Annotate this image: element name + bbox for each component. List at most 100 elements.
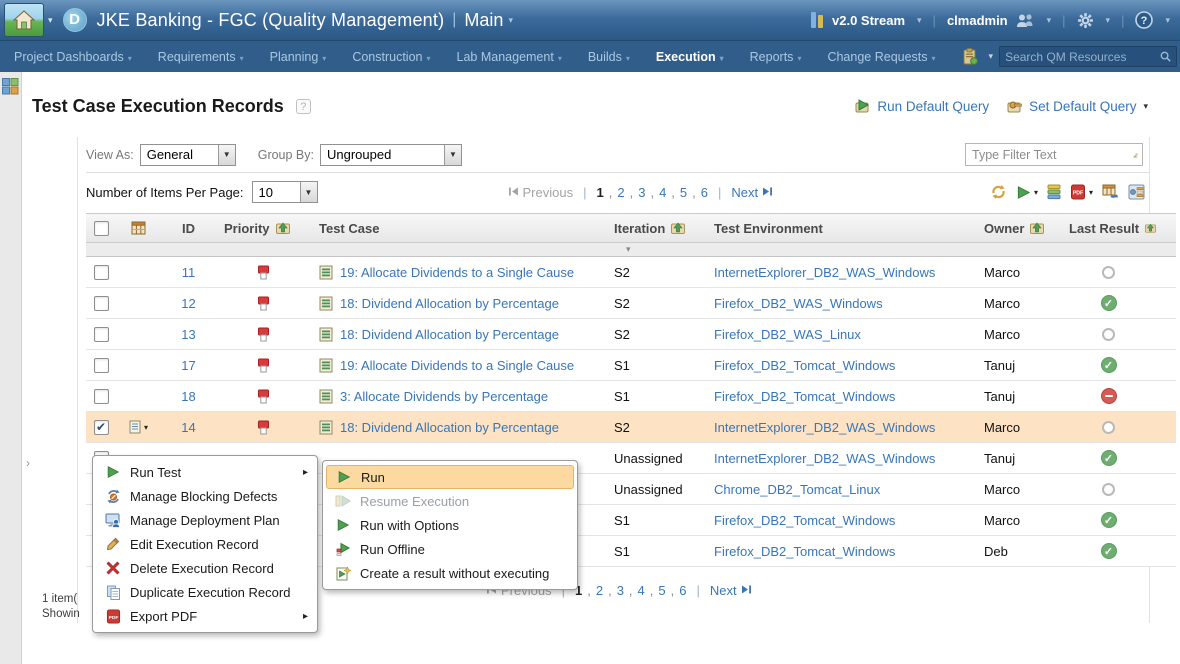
header-test-case[interactable]: Test Case — [319, 220, 380, 236]
last-page-icon[interactable] — [741, 583, 752, 598]
page-number-6[interactable]: 6 — [679, 583, 687, 598]
row-checkbox[interactable]: ✔ — [93, 419, 109, 435]
stream-caret-icon[interactable]: ▾ — [917, 14, 922, 25]
test-case-link[interactable]: 18: Dividend Allocation by Percentage — [340, 419, 559, 435]
nav-item-project-dashboards[interactable]: Project Dashboards ▾ — [14, 49, 132, 64]
filter-input[interactable] — [972, 147, 1133, 162]
clear-filter-icon[interactable] — [1133, 148, 1138, 162]
record-id-link[interactable]: 12 — [181, 295, 196, 311]
test-environment-link[interactable]: Chrome_DB2_Tomcat_Linux — [714, 481, 881, 497]
row-checkbox[interactable] — [93, 264, 109, 280]
menu-item-edit-execution-record[interactable]: Edit Execution Record — [96, 532, 314, 556]
menu-item-duplicate-execution-record[interactable]: Duplicate Execution Record — [96, 580, 314, 604]
nav-item-reports[interactable]: Reports ▾ — [749, 49, 802, 64]
clipboard-icon[interactable] — [962, 48, 978, 65]
nav-item-execution[interactable]: Execution ▾ — [655, 49, 724, 64]
last-result-passed-icon[interactable]: ✓ — [1100, 295, 1117, 311]
test-case-link[interactable]: 18: Dividend Allocation by Percentage — [340, 326, 559, 342]
next-page-button[interactable]: Next — [709, 583, 737, 598]
menu-item-export-pdf[interactable]: PDF Export PDF ▸ — [96, 604, 314, 628]
nav-item-construction[interactable]: Construction ▾ — [352, 49, 431, 64]
row-checkbox[interactable] — [93, 357, 109, 373]
row-checkbox[interactable] — [93, 388, 109, 404]
users-caret-icon[interactable]: ▾ — [1046, 14, 1052, 25]
test-environment-link[interactable]: Firefox_DB2_Tomcat_Windows — [714, 543, 896, 559]
test-case-link[interactable]: 19: Allocate Dividends to a Single Cause — [340, 357, 575, 373]
last-result-none-icon[interactable] — [1102, 265, 1115, 279]
refresh-icon[interactable] — [990, 184, 1007, 200]
help-icon[interactable]: ? — [1135, 11, 1154, 29]
header-last-result[interactable]: Last Result — [1061, 221, 1156, 236]
user-menu[interactable]: clmadmin — [946, 12, 1008, 28]
table-row[interactable]: 11 19: Allocate Dividends to a Single Cau… — [86, 257, 1176, 288]
table-row[interactable]: 18 3: Allocate Dividends by Percentage S1 F… — [86, 381, 1176, 412]
export-table-icon[interactable] — [1102, 184, 1119, 200]
table-filter-row[interactable]: ▾ — [86, 243, 1176, 257]
page-number-6[interactable]: 6 — [700, 184, 709, 200]
last-result-passed-icon[interactable]: ✓ — [1100, 543, 1117, 559]
header-owner[interactable]: Owner — [976, 221, 1061, 236]
previous-page-button[interactable]: Previous — [522, 184, 574, 200]
test-case-link[interactable]: 18: Dividend Allocation by Percentage — [340, 295, 559, 311]
page-number-4[interactable]: 4 — [637, 583, 645, 598]
record-id-link[interactable]: 17 — [181, 357, 196, 373]
view-as-select[interactable]: General ▼ — [139, 143, 236, 166]
last-result-passed-icon[interactable]: ✓ — [1100, 450, 1117, 466]
list-view-icon[interactable] — [1047, 184, 1061, 200]
test-case-link[interactable]: 3: Allocate Dividends by Percentage — [340, 388, 549, 404]
users-icon[interactable] — [1015, 13, 1035, 28]
test-case-link[interactable]: 19: Allocate Dividends to a Single Cause — [340, 264, 575, 280]
stream-selector[interactable]: v2.0 Stream — [832, 12, 906, 28]
page-number-2[interactable]: 2 — [617, 184, 625, 200]
sort-icon[interactable] — [1145, 222, 1156, 234]
select-all-checkbox[interactable] — [93, 220, 109, 236]
last-result-none-icon[interactable] — [1102, 420, 1115, 434]
search-input[interactable] — [1005, 49, 1161, 64]
page-number-1[interactable]: 1 — [596, 184, 604, 200]
test-environment-link[interactable]: Firefox_DB2_Tomcat_Windows — [714, 357, 896, 373]
page-number-1[interactable]: 1 — [574, 583, 583, 598]
last-result-blocked-icon[interactable] — [1100, 388, 1117, 404]
test-environment-link[interactable]: Firefox_DB2_WAS_Linux — [714, 326, 861, 342]
test-environment-link[interactable]: InternetExplorer_DB2_WAS_Windows — [714, 419, 936, 435]
test-environment-link[interactable]: InternetExplorer_DB2_WAS_Windows — [714, 264, 936, 280]
row-checkbox[interactable] — [93, 295, 109, 311]
test-environment-link[interactable]: Firefox_DB2_WAS_Windows — [714, 295, 883, 311]
page-help-icon[interactable]: ? — [295, 99, 311, 114]
nav-item-lab-management[interactable]: Lab Management ▾ — [456, 49, 562, 64]
header-iteration[interactable]: Iteration — [606, 221, 706, 236]
table-row[interactable]: 12 18: Dividend Allocation by Percentage S… — [86, 288, 1176, 319]
home-icon[interactable] — [4, 3, 44, 37]
record-id-link[interactable]: 18 — [181, 388, 196, 404]
run-default-query-button[interactable]: Run Default Query — [855, 99, 989, 114]
test-environment-link[interactable]: InternetExplorer_DB2_WAS_Windows — [714, 450, 936, 466]
gear-caret-icon[interactable]: ▾ — [1105, 14, 1111, 25]
last-result-passed-icon[interactable]: ✓ — [1100, 512, 1117, 528]
configure-columns-icon[interactable] — [1128, 184, 1145, 200]
page-number-5[interactable]: 5 — [679, 184, 688, 200]
mini-dashboard-icon[interactable] — [2, 78, 19, 95]
sort-icon[interactable] — [1030, 222, 1045, 234]
gear-icon[interactable] — [1077, 12, 1094, 29]
table-row[interactable]: ✔ ▾ 14 18: Dividend Allocation by Percentag… — [86, 412, 1176, 443]
row-checkbox[interactable] — [93, 326, 109, 342]
last-page-icon[interactable] — [762, 185, 773, 200]
menu-item-delete-execution-record[interactable]: Delete Execution Record — [96, 556, 314, 580]
set-default-query-button[interactable]: Set Default Query ▾ — [1007, 99, 1148, 114]
header-id[interactable]: ID — [182, 220, 195, 236]
test-environment-link[interactable]: Firefox_DB2_Tomcat_Windows — [714, 512, 896, 528]
page-number-4[interactable]: 4 — [659, 184, 667, 200]
row-type-column-icon[interactable] — [116, 221, 161, 236]
nav-item-requirements[interactable]: Requirements ▾ — [157, 49, 244, 64]
nav-item-builds[interactable]: Builds ▾ — [587, 49, 630, 64]
header-priority[interactable]: Priority — [216, 221, 311, 236]
export-pdf-icon[interactable]: PDF ▾ — [1070, 184, 1093, 200]
filter-chevron-icon[interactable]: ▾ — [626, 244, 631, 254]
record-id-link[interactable]: 13 — [181, 326, 196, 342]
home-menu-caret[interactable]: ▾ — [48, 14, 53, 25]
last-result-none-icon[interactable] — [1102, 482, 1115, 496]
page-number-3[interactable]: 3 — [616, 583, 624, 598]
menu-item-manage-deployment-plan[interactable]: Manage Deployment Plan — [96, 508, 314, 532]
header-test-environment[interactable]: Test Environment — [714, 220, 823, 236]
clipboard-caret-icon[interactable]: ▾ — [988, 51, 994, 61]
